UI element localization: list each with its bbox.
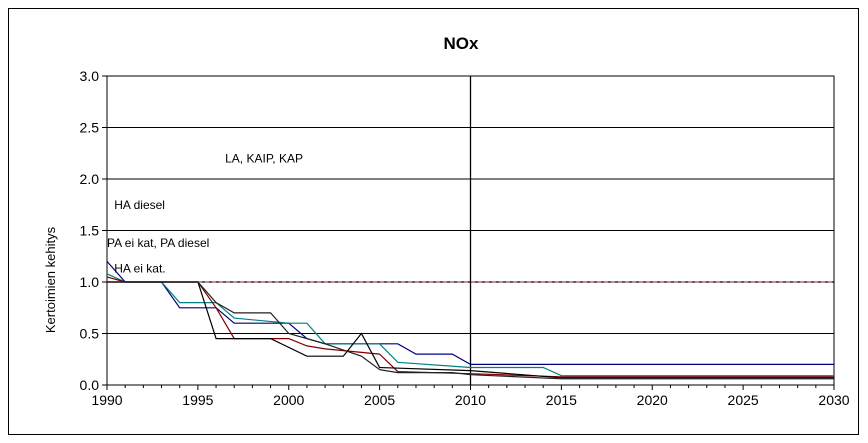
annotation-1: HA diesel: [114, 198, 165, 212]
x-tick-label-8: 2030: [818, 392, 849, 408]
series-line-4: [107, 281, 834, 380]
y-tick-label-2: 1.0: [80, 274, 100, 290]
y-tick-label-3: 1.5: [80, 223, 100, 239]
reference-lines: [107, 76, 834, 385]
y-tick-label-0: 0.0: [80, 377, 100, 393]
annotation-2: PA ei kat, PA diesel: [107, 236, 209, 250]
y-axis-label: Kertoimien kehitys: [43, 226, 58, 333]
x-tick-label-2: 2000: [273, 392, 304, 408]
annotations: LA, KAIP, KAP HA diesel PA ei kat, PA dies…: [107, 151, 303, 275]
x-tick-label-5: 2015: [546, 392, 577, 408]
x-tick-label-4: 2010: [455, 392, 486, 408]
x-tick-label-1: 1995: [182, 392, 213, 408]
data-series: [106, 261, 834, 380]
series-line-1: [106, 273, 834, 377]
annotation-3: HA ei kat.: [114, 262, 165, 276]
x-tick-label-6: 2020: [637, 392, 668, 408]
annotation-0: LA, KAIP, KAP: [225, 151, 303, 165]
chart-title: NOx: [444, 34, 480, 53]
x-tick-label-3: 2005: [364, 392, 395, 408]
x-tick-label-7: 2025: [728, 392, 759, 408]
y-tick-label-4: 2.0: [80, 171, 100, 187]
nox-chart: NOx Kertoimien kehitys 0.0 0.5 1.0 1.5 2.0 2.…: [43, 34, 850, 408]
x-tick-label-0: 1990: [91, 392, 122, 408]
chart-frame: NOx Kertoimien kehitys 0.0 0.5 1.0 1.5 2.0 2.…: [8, 8, 859, 435]
y-tick-label-1: 0.5: [80, 326, 100, 342]
axis-ticks: 0.0 0.5 1.0 1.5 2.0 2.5 3.0 1990 1995 2000 2005 201…: [80, 68, 850, 408]
y-tick-label-6: 3.0: [80, 68, 100, 84]
y-tick-label-5: 2.5: [80, 120, 100, 136]
